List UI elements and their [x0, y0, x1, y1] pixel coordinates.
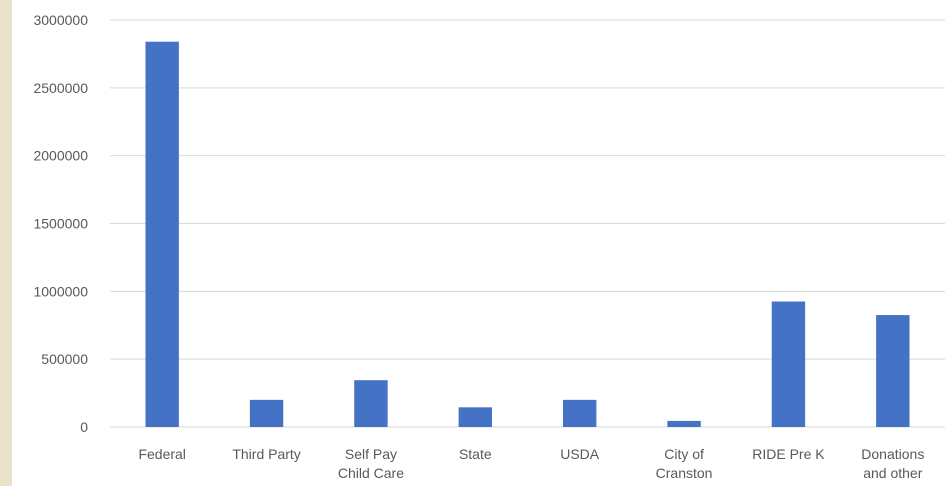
y-tick-label: 2000000 — [33, 148, 88, 164]
bar — [249, 399, 284, 427]
bar — [354, 380, 388, 427]
y-tick-label: 1500000 — [33, 216, 88, 232]
bar — [667, 420, 701, 427]
side-strip — [0, 0, 12, 486]
x-tick-label: USDA — [560, 446, 600, 462]
x-tick-label: RIDE Pre K — [752, 446, 825, 462]
x-tick-label: Self Pay Child Care — [338, 446, 404, 481]
y-tick-label: 3000000 — [33, 12, 88, 28]
bar — [771, 301, 806, 427]
y-tick-label: 1000000 — [33, 283, 88, 299]
x-tick-label: Donations and other — [861, 446, 924, 481]
y-tick-label: 500000 — [41, 351, 88, 367]
x-tick-label: Federal — [138, 446, 185, 462]
bar — [458, 407, 493, 427]
bar — [145, 41, 179, 427]
x-tick-label: State — [459, 446, 492, 462]
y-tick-label: 2500000 — [33, 80, 88, 96]
bar — [562, 399, 597, 427]
y-tick-label: 0 — [80, 419, 88, 435]
x-tick-label: City of Cranston — [656, 446, 713, 481]
bar — [876, 315, 910, 427]
x-tick-label: Third Party — [232, 446, 300, 462]
